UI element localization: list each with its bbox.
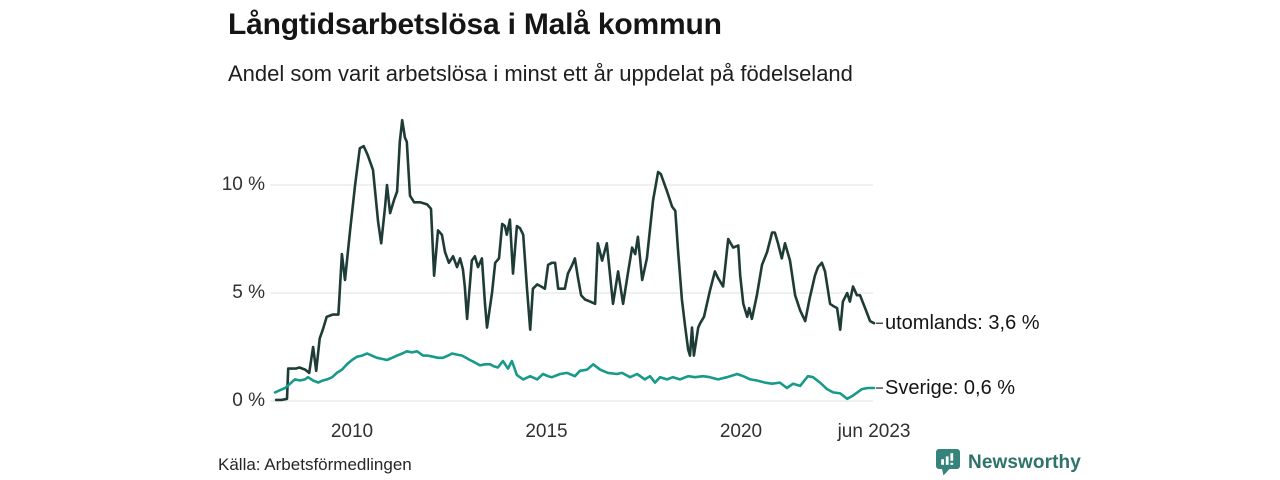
x-axis-tick-2015: 2015 <box>525 421 568 442</box>
chart-title: Långtidsarbetslösa i Malå kommun <box>228 8 722 41</box>
series-end-label-sverige: Sverige: 0,6 % <box>885 377 1016 400</box>
brand-name: Newsworthy <box>968 451 1081 473</box>
x-axis-tick-2020: 2020 <box>719 421 763 442</box>
chart-subtitle: Andel som varit arbetslösa i minst ett å… <box>228 61 853 86</box>
y-axis-tick-5pct: 5 % <box>232 282 265 303</box>
x-axis-tick-jun-2023: jun 2023 <box>837 421 911 442</box>
y-axis-tick-10pct: 10 % <box>221 174 265 195</box>
y-axis-tick-0pct: 0 % <box>232 390 265 411</box>
newsworthy-bubble-chart-icon <box>936 449 960 476</box>
series-end-label-utomlands: utomlands: 3,6 % <box>885 312 1040 335</box>
newsworthy-logo[interactable]: Newsworthy <box>936 449 1081 476</box>
source-attribution: Källa: Arbetsförmedlingen <box>218 455 412 474</box>
x-axis-tick-2010: 2010 <box>330 421 374 442</box>
